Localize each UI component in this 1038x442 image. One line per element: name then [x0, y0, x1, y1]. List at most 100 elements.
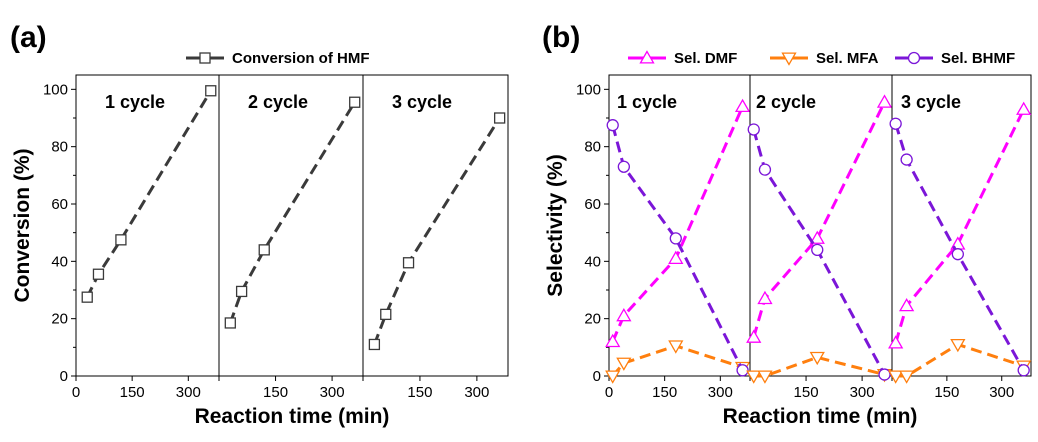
- series-conversion-of-hmf: [368, 112, 506, 351]
- legend-marker: [907, 51, 921, 65]
- data-point: [380, 308, 392, 321]
- series-sel-dmf: [746, 94, 893, 343]
- y-axis-label: Conversion (%): [11, 148, 34, 302]
- series-sel-bhmf: [606, 119, 749, 377]
- data-point: [747, 123, 760, 136]
- data-point: [809, 351, 825, 366]
- legend-entry: Sel. DMF: [628, 50, 737, 67]
- data-point: [900, 153, 913, 166]
- data-point: [758, 163, 772, 176]
- data-point: [606, 119, 619, 132]
- y-tick-label: 80: [51, 139, 68, 156]
- x-tick-label: 300: [708, 384, 733, 401]
- data-point: [205, 85, 217, 97]
- panel-label: (b): [542, 21, 580, 54]
- x-tick-label: 300: [176, 384, 201, 401]
- panel-b: (b) 0 20 40 60 80 100 Selectivity (%) Reaction t…: [542, 21, 1032, 428]
- cycle-label: 3 cycle: [901, 92, 961, 112]
- series-line: [894, 108, 1026, 344]
- data-point: [115, 234, 127, 246]
- x-tick-label: 150: [794, 384, 819, 401]
- y-axis-label: Selectivity (%): [544, 154, 567, 296]
- y-tick-label: 100: [576, 81, 601, 98]
- data-point: [669, 232, 682, 245]
- data-point: [889, 117, 902, 130]
- legend-label: Sel. BHMF: [941, 50, 1015, 67]
- series-line: [611, 124, 744, 371]
- data-point: [950, 338, 966, 353]
- legend-entry: Conversion of HMF: [186, 50, 370, 67]
- y-tick-label: 0: [593, 368, 601, 385]
- series-line: [752, 129, 886, 376]
- series-sel-dmf: [888, 101, 1032, 349]
- data-point: [349, 96, 361, 108]
- x-tick-label: 150: [934, 384, 959, 401]
- plot-frame: [608, 74, 1032, 377]
- data-point: [1017, 364, 1030, 377]
- x-tick-label: 300: [850, 384, 875, 401]
- y-tick-label: 40: [51, 253, 68, 270]
- panel-label: (a): [10, 21, 47, 54]
- data-point: [224, 317, 236, 329]
- data-point: [493, 112, 506, 124]
- series-sel-bhmf: [747, 123, 891, 381]
- cycle-label: 3 cycle: [392, 92, 452, 112]
- data-point: [605, 333, 621, 348]
- series-sel-mfa: [746, 351, 893, 384]
- series-line: [611, 105, 744, 343]
- legend-marker: [639, 50, 655, 64]
- series-line: [611, 344, 744, 377]
- data-point: [81, 291, 93, 303]
- legend-label: Conversion of HMF: [232, 50, 370, 67]
- data-point: [616, 357, 632, 371]
- series-conversion-of-hmf: [224, 96, 361, 329]
- data-point: [746, 370, 762, 384]
- x-tick-label: 300: [464, 384, 489, 401]
- series-line: [372, 117, 501, 346]
- x-tick-label: 0: [72, 384, 80, 401]
- legend-entry: Sel. MFA: [770, 50, 879, 67]
- y-tick-label: 20: [584, 311, 601, 328]
- data-point: [617, 160, 630, 173]
- data-point: [235, 285, 248, 298]
- cycle-label: 2 cycle: [248, 92, 308, 112]
- y-tick-label: 80: [584, 139, 601, 156]
- series-sel-bhmf: [889, 117, 1030, 377]
- y-tick-label: 60: [584, 196, 601, 213]
- data-point: [899, 297, 915, 312]
- x-tick-label: 300: [989, 384, 1014, 401]
- legend-marker: [199, 52, 211, 64]
- legend-label: Sel. MFA: [816, 50, 879, 67]
- data-point: [668, 250, 684, 264]
- x-tick-label: 150: [652, 384, 677, 401]
- data-point: [811, 243, 824, 257]
- data-point: [605, 370, 621, 384]
- data-point: [734, 98, 751, 113]
- data-point: [92, 268, 105, 280]
- x-axis-label: Reaction time (min): [195, 405, 390, 428]
- y-tick-label: 20: [51, 311, 68, 328]
- legend-entry: Sel. BHMF: [895, 50, 1015, 67]
- data-point: [616, 307, 632, 322]
- series-line: [894, 123, 1026, 372]
- data-point: [888, 370, 904, 384]
- data-point: [899, 370, 915, 384]
- series-conversion-of-hmf: [81, 85, 217, 303]
- data-point: [876, 94, 893, 108]
- series-line: [228, 101, 356, 324]
- cycle-label: 1 cycle: [617, 92, 677, 112]
- x-tick-label: 150: [120, 384, 145, 401]
- series-line: [895, 342, 1025, 378]
- data-point: [668, 340, 684, 354]
- series-line: [752, 101, 886, 338]
- x-tick-label: 150: [263, 384, 288, 401]
- data-point: [757, 290, 773, 305]
- data-point: [878, 368, 891, 381]
- data-point: [757, 370, 773, 384]
- series-line: [85, 90, 213, 298]
- legend-marker: [781, 52, 797, 66]
- cycle-label: 1 cycle: [105, 92, 165, 112]
- data-point: [951, 248, 964, 261]
